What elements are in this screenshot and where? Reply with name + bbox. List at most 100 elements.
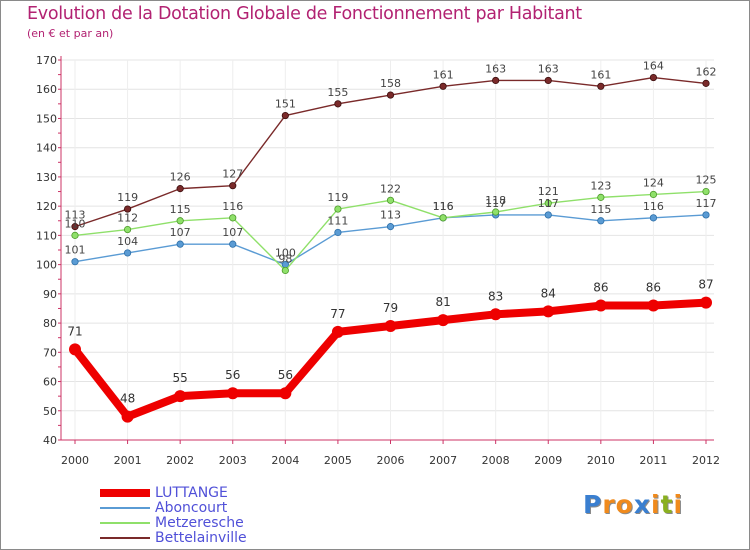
data-label: 115	[590, 203, 611, 216]
y-tick-label: 50	[43, 405, 57, 418]
data-point	[439, 214, 447, 222]
data-label: 101	[65, 244, 86, 257]
data-label: 55	[173, 371, 188, 385]
logo-letter: i	[673, 490, 684, 519]
data-point	[69, 343, 81, 356]
x-tick-label: 2006	[377, 454, 405, 467]
data-label: 119	[117, 191, 138, 204]
data-point	[176, 217, 184, 225]
data-point	[229, 240, 237, 248]
x-axis-ticks: 2000 2001 2002 2003 2004 2005 2006 2007 2008 2009…	[61, 454, 720, 467]
data-point	[176, 240, 184, 248]
logo-letter: P	[583, 490, 603, 519]
data-label: 86	[593, 281, 608, 295]
legend-swatch	[100, 507, 150, 509]
chart-title: Evolution de la Dotation Globale de Fonc…	[27, 4, 582, 24]
data-point	[386, 91, 395, 99]
x-tick-label: 2008	[482, 454, 510, 467]
data-point	[334, 228, 342, 237]
x-tick-label: 2012	[692, 454, 720, 467]
x-tick-label: 2001	[114, 454, 142, 467]
data-point	[386, 196, 395, 204]
y-tick-label: 130	[36, 171, 57, 184]
y-tick-label: 120	[36, 200, 57, 213]
y-tick-label: 170	[36, 54, 57, 67]
data-point	[226, 387, 239, 400]
series-group	[69, 73, 712, 423]
data-label: 100	[275, 247, 296, 260]
y-tick-label: 110	[36, 229, 57, 242]
x-tick-label: 2002	[166, 454, 194, 467]
x-tick-label: 2000	[61, 454, 89, 467]
data-point	[279, 387, 292, 400]
data-label: 118	[485, 194, 506, 207]
y-tick-label: 70	[43, 346, 57, 359]
logo-letter: r	[602, 490, 616, 519]
data-label: 116	[433, 200, 454, 213]
data-label: 161	[590, 68, 611, 81]
data-point	[229, 182, 237, 190]
legend-label: Metzeresche	[155, 515, 244, 531]
legend-label: Aboncourt	[155, 500, 228, 516]
data-label: 115	[170, 203, 191, 216]
legend-label: LUTTANGE	[155, 485, 228, 501]
logo-letter: i	[651, 490, 661, 519]
data-point	[700, 296, 712, 309]
data-point	[702, 187, 710, 196]
logo-letter: x	[633, 490, 651, 519]
y-tick-label: 90	[43, 288, 57, 301]
legend-label: Bettelainville	[155, 530, 247, 546]
data-point	[544, 199, 552, 207]
data-point	[123, 225, 132, 234]
y-tick-label: 40	[43, 434, 57, 447]
data-point	[281, 266, 289, 275]
data-label: 81	[435, 295, 450, 309]
data-label: 116	[433, 200, 454, 213]
data-point	[544, 76, 552, 85]
data-point	[649, 73, 658, 82]
data-label: 113	[65, 209, 86, 222]
data-label: 56	[225, 368, 240, 382]
data-label: 83	[488, 289, 503, 303]
data-label: 151	[275, 98, 296, 111]
data-point	[71, 223, 79, 231]
data-point	[647, 299, 660, 312]
data-point	[649, 190, 658, 199]
data-label: 163	[538, 62, 559, 75]
data-point	[594, 299, 607, 312]
data-label: 104	[117, 235, 138, 248]
data-label: 162	[696, 65, 717, 78]
data-point	[71, 231, 79, 239]
data-label: 98	[278, 252, 292, 265]
data-point	[492, 76, 500, 85]
data-point	[542, 305, 555, 318]
data-point	[386, 223, 395, 231]
data-point	[702, 79, 710, 87]
chart-subtitle: (en € et par an)	[27, 27, 114, 40]
y-axis-ticks: 40 50 60 70 80 90 100 110 120 130 140 150 160 170	[36, 54, 57, 447]
legend-swatch	[100, 537, 150, 539]
data-point	[123, 205, 132, 213]
data-label: 117	[696, 197, 717, 210]
data-point	[174, 390, 187, 403]
y-tick-label: 60	[43, 376, 57, 389]
data-point	[597, 217, 605, 225]
data-label: 79	[383, 301, 398, 315]
data-point	[281, 111, 289, 120]
data-point	[597, 193, 605, 201]
data-label: 116	[222, 200, 243, 213]
legend-swatch	[100, 522, 150, 524]
data-point	[176, 185, 184, 193]
y-tick-label: 100	[36, 259, 57, 272]
data-point	[597, 82, 605, 90]
proxiti-logo: Proxiti	[583, 490, 683, 519]
x-tick-label: 2011	[639, 454, 667, 467]
legend-swatch	[100, 489, 150, 497]
data-point	[334, 100, 342, 108]
data-label: 119	[327, 191, 348, 204]
data-label: 126	[170, 171, 191, 184]
data-point	[439, 82, 447, 90]
grid-lines	[61, 59, 714, 441]
